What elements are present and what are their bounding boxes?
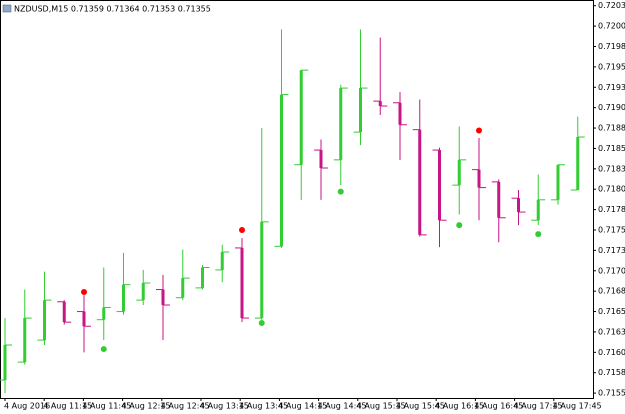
up-marker	[476, 127, 482, 134]
x-tick-label: 4 Aug 11:15	[43, 402, 92, 411]
candle-body	[517, 198, 520, 213]
candle-body	[23, 318, 27, 363]
candle-body	[43, 300, 46, 341]
symbol-icon	[2, 4, 12, 13]
y-tick-label: 0.71805	[598, 185, 625, 194]
x-tick-label: 4 Aug 2016	[4, 402, 50, 411]
down-marker	[456, 222, 463, 229]
candle-body	[536, 199, 540, 221]
candle-body	[82, 311, 86, 327]
x-tick-label: 4 Aug 15:15	[357, 402, 406, 411]
y-tick-label: 0.71705	[598, 266, 625, 275]
up-marker	[239, 226, 245, 233]
candle-body	[62, 301, 66, 323]
y-tick-label: 0.71955	[598, 62, 625, 71]
down-marker	[258, 319, 265, 326]
x-tick-label: 4 Aug 13:45	[239, 402, 288, 411]
down-marker	[337, 188, 344, 195]
x-tick-label: 4 Aug 14:15	[278, 402, 327, 411]
x-tick-label: 4 Aug 14:45	[318, 402, 367, 411]
candle-body	[438, 150, 441, 221]
candle-body	[240, 247, 244, 319]
candle-body	[220, 252, 224, 270]
candle-body	[319, 150, 323, 169]
candle-body	[260, 221, 264, 319]
candle-body	[339, 88, 343, 160]
x-tick-label: 4 Aug 15:45	[396, 402, 445, 411]
y-tick-label: 0.71605	[598, 348, 625, 357]
chart-title: NZDUSD,M15 0.71359 0.71364 0.71353 0.713…	[14, 5, 211, 14]
candle-body	[477, 169, 481, 188]
candle-body	[576, 137, 580, 191]
plot-frame	[0, 0, 594, 399]
candle-body	[359, 88, 362, 133]
candle-body	[3, 344, 7, 381]
x-tick-label: 4 Aug 16:45	[474, 402, 523, 411]
y-tick-label: 0.71905	[598, 103, 625, 112]
candle-body	[161, 289, 165, 306]
x-tick-label: 4 Aug 11:45	[82, 402, 131, 411]
x-tick-label: 4 Aug 12:15	[122, 402, 171, 411]
x-tick-label: 4 Aug 13:15	[200, 402, 249, 411]
candle-body	[378, 101, 382, 107]
candle-body	[201, 267, 204, 288]
y-tick-label: 0.71755	[598, 225, 625, 234]
candle-body	[181, 278, 185, 298]
candle-body	[398, 102, 402, 125]
x-tick-label: 4 Aug 12:45	[161, 402, 210, 411]
candle-body	[102, 307, 106, 320]
down-marker	[535, 231, 542, 238]
y-tick-label: 0.71555	[598, 389, 625, 398]
candle-body	[122, 284, 125, 312]
candle-body	[457, 159, 461, 186]
x-tick-label: 4 Aug 17:15	[514, 402, 563, 411]
y-tick-label: 0.71655	[598, 307, 625, 316]
y-tick-label: 0.71855	[598, 144, 625, 153]
x-tick-label: 4 Aug 16:15	[435, 402, 484, 411]
candle-body	[141, 283, 145, 301]
candle-body	[299, 70, 303, 165]
candle-body	[280, 94, 283, 247]
candle-body	[418, 129, 422, 235]
down-marker	[100, 346, 107, 353]
candle-body	[556, 164, 560, 200]
x-tick-label: 4 Aug 17:45	[553, 402, 602, 411]
up-marker	[81, 288, 87, 295]
candle-body	[497, 181, 501, 218]
y-tick-label: 0.72005	[598, 22, 625, 31]
